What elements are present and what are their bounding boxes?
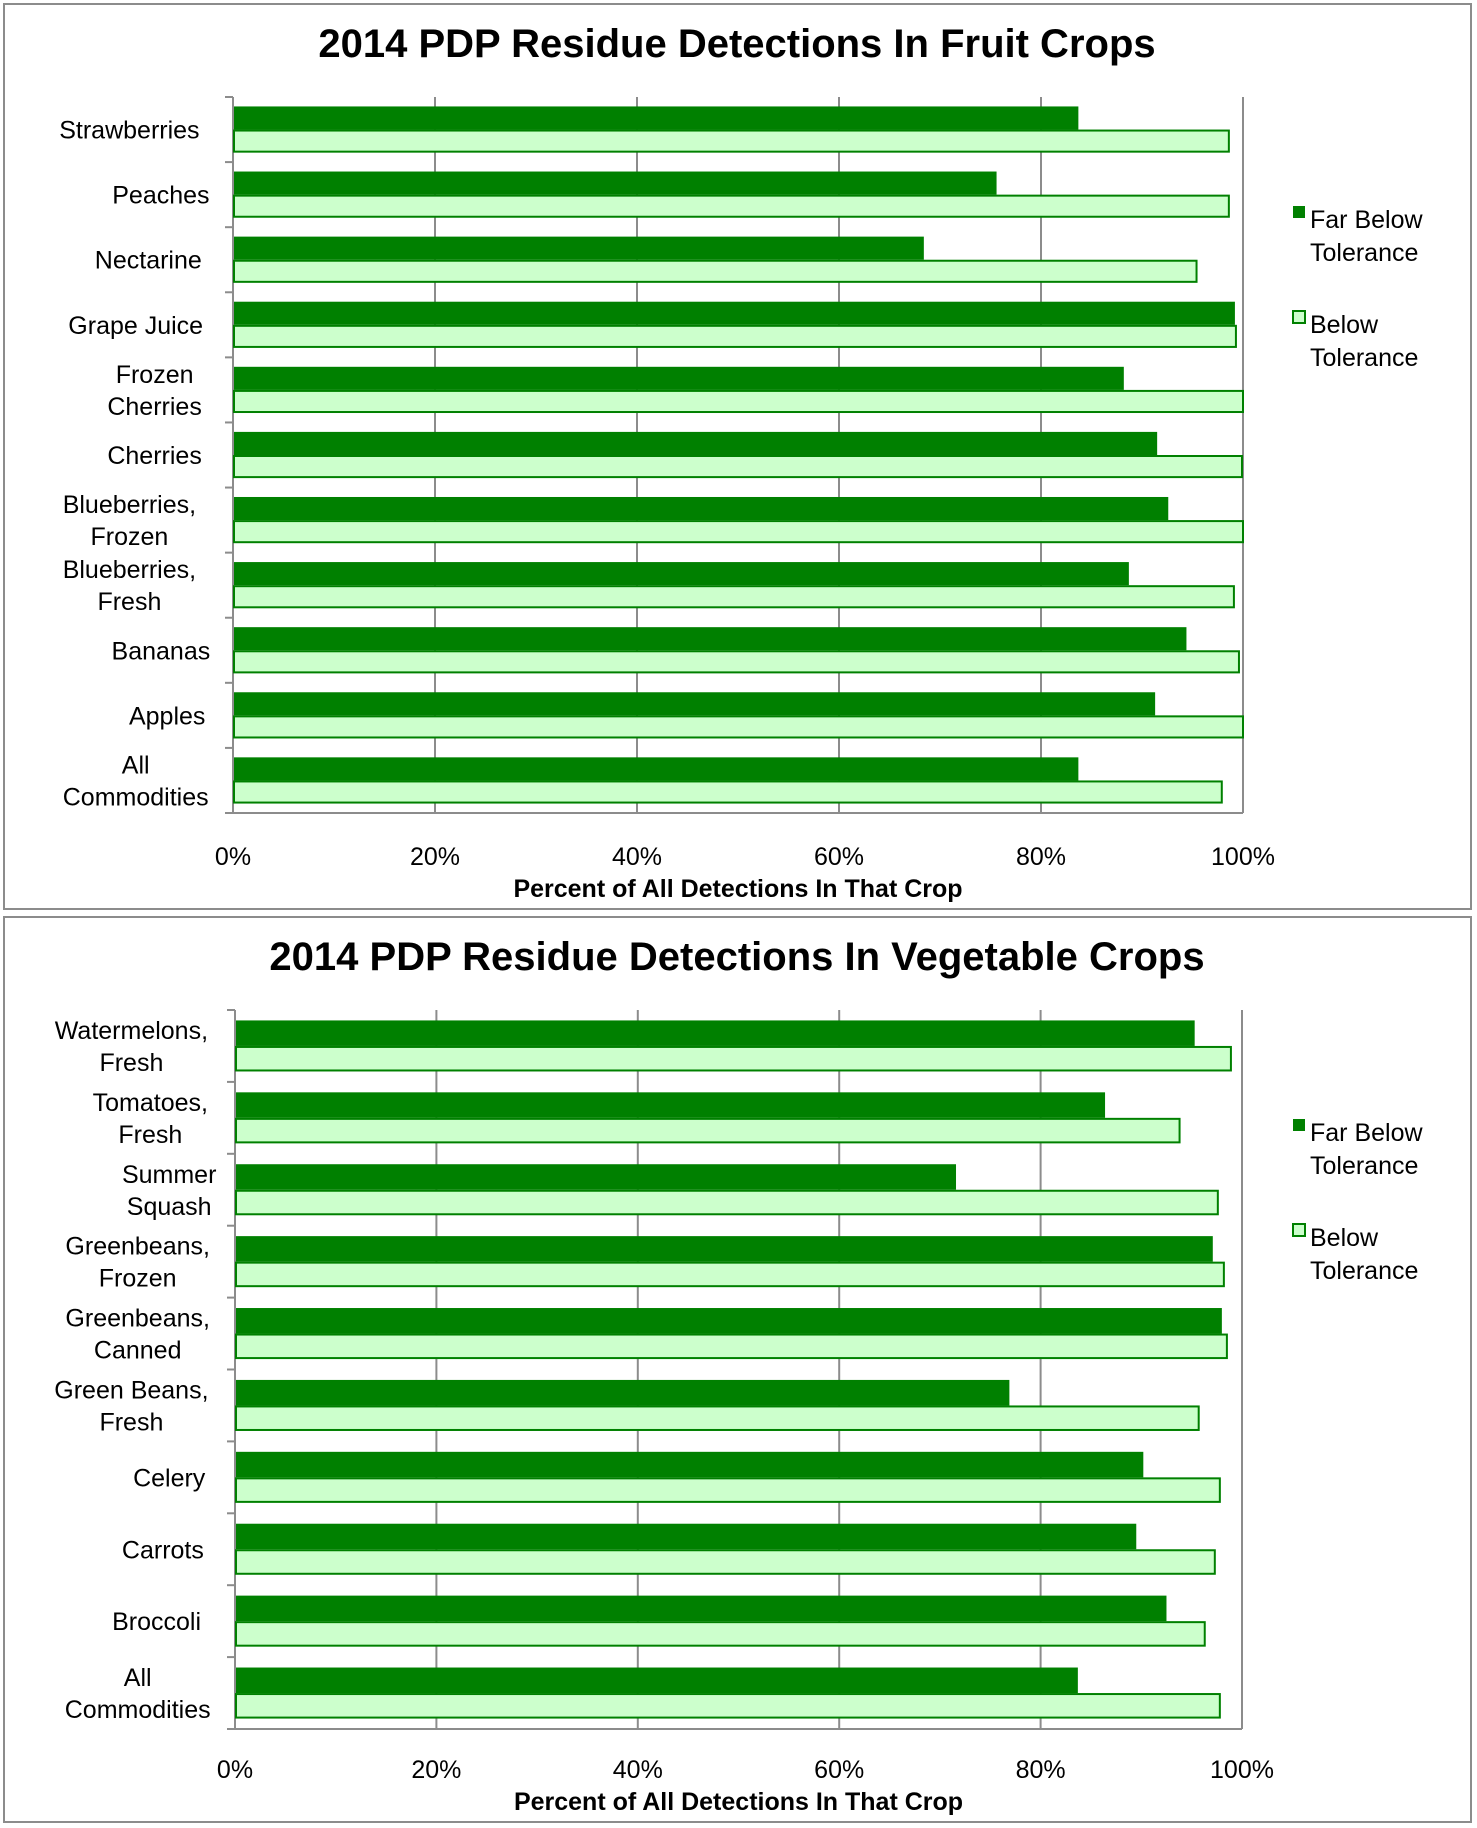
bar-far-below-tolerance-nectarine [234, 236, 924, 260]
bar-below-tolerance-apples [233, 715, 1244, 739]
bar-below-tolerance-greenbeans-canned [235, 1333, 1228, 1360]
bar-below-tolerance-peaches [233, 194, 1230, 218]
legend-label-below-tolerance: Below Tolerance [1310, 311, 1418, 372]
bar-below-tolerance-cherries [233, 455, 1243, 479]
legend-label-far-below-tolerance: Far Below Tolerance [1310, 206, 1423, 267]
category-label: Strawberries [59, 117, 199, 145]
bar-far-below-tolerance-celery [236, 1451, 1144, 1478]
bar-below-tolerance-blueberries-fresh [233, 585, 1235, 609]
x-tick-label: 100% [1211, 843, 1275, 871]
bar-below-tolerance-blueberries-frozen [233, 520, 1244, 544]
x-tick-label: 20% [411, 1756, 461, 1784]
category-label: Peaches [112, 182, 209, 210]
category-label: Green Beans, Fresh [54, 1376, 208, 1436]
bar-far-below-tolerance-green-beans-fresh [236, 1379, 1010, 1406]
bar-below-tolerance-broccoli [235, 1621, 1206, 1647]
legend-swatch-below-tolerance [1292, 310, 1306, 324]
vegetable-chart-panel: 2014 PDP Residue Detections In Vegetable… [3, 916, 1472, 1823]
bar-below-tolerance-watermelons-fresh [235, 1045, 1232, 1072]
bar-far-below-tolerance-carrots [236, 1523, 1137, 1550]
chart-title: 2014 PDP Residue Detections In Vegetable… [269, 935, 1204, 979]
bar-below-tolerance-nectarine [233, 259, 1198, 283]
vegetable-crops-chart: 2014 PDP Residue Detections In Vegetable… [54, 935, 1423, 1816]
category-label: Cherries [107, 442, 201, 470]
bar-far-below-tolerance-greenbeans-canned [236, 1308, 1222, 1334]
bar-far-below-tolerance-apples [234, 692, 1156, 716]
legend-swatch-below-tolerance [1292, 1223, 1306, 1237]
bar-below-tolerance-all-commodities [235, 1693, 1221, 1719]
category-label: Bananas [112, 637, 211, 665]
bar-far-below-tolerance-blueberries-fresh [234, 562, 1129, 586]
bar-far-below-tolerance-bananas [234, 627, 1187, 651]
x-tick-label: 0% [215, 843, 251, 871]
bar-far-below-tolerance-tomatoes-fresh [236, 1092, 1106, 1118]
category-label: Watermelons, Fresh [55, 1017, 208, 1077]
bar-far-below-tolerance-greenbeans-frozen [236, 1236, 1213, 1262]
x-tick-label: 20% [410, 843, 460, 871]
bar-far-below-tolerance-watermelons-fresh [236, 1020, 1195, 1046]
legend-swatch-far-below-tolerance [1293, 206, 1305, 218]
bar-below-tolerance-celery [235, 1477, 1221, 1503]
x-tick-label: 0% [217, 1756, 253, 1784]
bar-far-below-tolerance-peaches [234, 171, 997, 195]
x-axis-label: Percent of All Detections In That Crop [514, 1788, 963, 1816]
category-label: Celery [133, 1464, 206, 1492]
bar-far-below-tolerance-frozen-cherries [234, 366, 1124, 390]
bar-far-below-tolerance-all-commodities [236, 1667, 1078, 1694]
bar-far-below-tolerance-strawberries [234, 106, 1079, 130]
bar-below-tolerance-frozen-cherries [233, 389, 1244, 414]
x-tick-label: 60% [814, 843, 864, 871]
bar-below-tolerance-bananas [233, 650, 1240, 674]
category-label: Blueberries, Frozen [63, 491, 196, 551]
category-label: Frozen Cherries [107, 361, 201, 421]
bar-far-below-tolerance-broccoli [236, 1595, 1167, 1622]
bar-far-below-tolerance-blueberries-frozen [234, 496, 1169, 521]
category-label: All Commodities [63, 751, 209, 811]
legend-label-far-below-tolerance: Far Below Tolerance [1310, 1119, 1423, 1180]
bar-far-below-tolerance-grape-juice [234, 301, 1235, 325]
bar-below-tolerance-grape-juice [233, 324, 1237, 348]
category-label: Apples [129, 702, 205, 730]
legend-label-below-tolerance: Below Tolerance [1310, 1224, 1418, 1285]
bar-below-tolerance-green-beans-fresh [235, 1405, 1200, 1431]
category-label: Greenbeans, Canned [65, 1305, 210, 1365]
category-label: Nectarine [95, 247, 202, 275]
x-axis-label: Percent of All Detections In That Crop [513, 875, 962, 903]
category-label: Tomatoes, Fresh [93, 1089, 208, 1149]
legend-swatch-far-below-tolerance [1293, 1119, 1305, 1131]
x-tick-label: 100% [1210, 1756, 1274, 1784]
x-tick-label: 40% [612, 843, 662, 871]
category-label: Greenbeans, Frozen [65, 1233, 210, 1293]
x-tick-label: 80% [1016, 1756, 1066, 1784]
category-label: Blueberries, Fresh [63, 556, 196, 616]
bar-below-tolerance-strawberries [233, 129, 1230, 153]
bar-below-tolerance-tomatoes-fresh [235, 1117, 1181, 1144]
fruit-chart-panel: 2014 PDP Residue Detections In Fruit Cro… [3, 3, 1472, 910]
x-tick-label: 40% [613, 1756, 663, 1784]
category-label: Carrots [122, 1536, 204, 1564]
category-label: Summer Squash [122, 1161, 216, 1221]
bar-below-tolerance-summer-squash [235, 1189, 1219, 1216]
category-label: Grape Juice [68, 312, 203, 340]
bar-far-below-tolerance-cherries [234, 431, 1158, 455]
bar-below-tolerance-greenbeans-frozen [235, 1261, 1225, 1288]
x-tick-label: 60% [814, 1756, 864, 1784]
bar-far-below-tolerance-summer-squash [236, 1164, 957, 1190]
category-label: All Commodities [65, 1664, 211, 1724]
chart-title: 2014 PDP Residue Detections In Fruit Cro… [318, 22, 1155, 66]
fruit-crops-chart: 2014 PDP Residue Detections In Fruit Cro… [59, 22, 1423, 903]
bar-below-tolerance-all-commodities [233, 780, 1223, 804]
bar-far-below-tolerance-all-commodities [234, 757, 1079, 781]
bar-below-tolerance-carrots [235, 1549, 1216, 1575]
x-tick-label: 80% [1016, 843, 1066, 871]
category-label: Broccoli [112, 1608, 201, 1636]
